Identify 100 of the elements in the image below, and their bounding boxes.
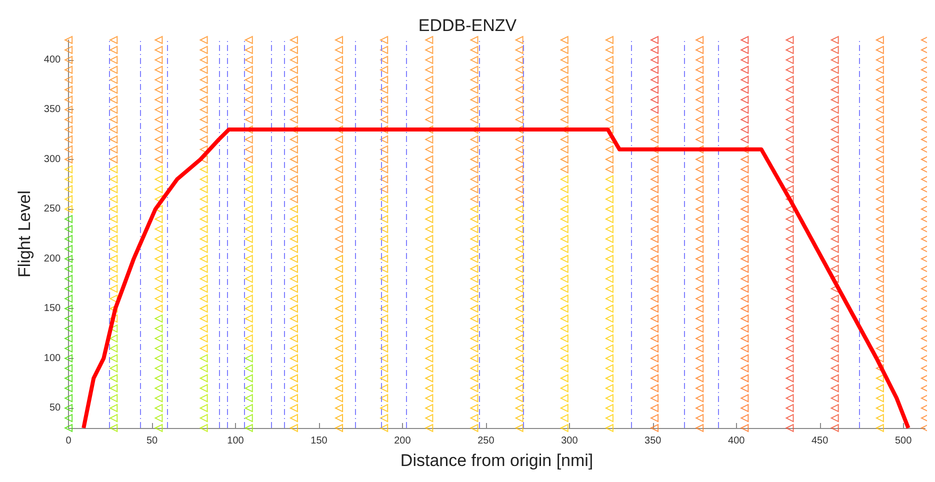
point bbox=[921, 244, 927, 253]
point bbox=[650, 394, 659, 402]
point bbox=[876, 414, 884, 422]
point bbox=[921, 135, 927, 144]
point bbox=[696, 66, 704, 74]
point bbox=[380, 175, 388, 184]
point bbox=[560, 175, 568, 184]
point bbox=[470, 66, 478, 74]
point bbox=[425, 225, 434, 234]
point bbox=[290, 384, 298, 392]
point bbox=[290, 155, 298, 164]
point bbox=[335, 225, 344, 234]
point bbox=[64, 215, 73, 224]
point bbox=[200, 106, 208, 114]
point bbox=[470, 314, 478, 323]
point bbox=[650, 36, 659, 44]
point bbox=[650, 135, 659, 144]
point bbox=[650, 344, 659, 352]
point bbox=[560, 374, 568, 382]
point bbox=[200, 225, 208, 234]
point bbox=[154, 364, 163, 372]
point bbox=[335, 56, 344, 64]
point bbox=[921, 394, 927, 402]
point bbox=[290, 215, 298, 224]
point bbox=[740, 155, 749, 164]
point bbox=[830, 195, 839, 204]
point bbox=[650, 284, 659, 293]
point bbox=[335, 274, 344, 283]
point bbox=[786, 96, 794, 104]
point bbox=[876, 116, 884, 124]
point bbox=[696, 364, 704, 372]
point bbox=[154, 414, 163, 422]
point bbox=[425, 404, 434, 412]
point bbox=[154, 225, 163, 234]
point bbox=[110, 394, 118, 402]
point bbox=[515, 205, 524, 214]
y-tick-label: 100 bbox=[44, 352, 62, 364]
point bbox=[515, 185, 524, 194]
point bbox=[696, 46, 704, 54]
point bbox=[335, 244, 344, 253]
point bbox=[876, 334, 884, 342]
point bbox=[335, 215, 344, 224]
point bbox=[335, 314, 344, 323]
point bbox=[470, 244, 478, 253]
point bbox=[380, 374, 388, 382]
point bbox=[425, 394, 434, 402]
point bbox=[64, 264, 73, 273]
point bbox=[425, 304, 434, 313]
point bbox=[335, 374, 344, 382]
point bbox=[560, 145, 568, 154]
point bbox=[560, 404, 568, 412]
point bbox=[380, 86, 388, 94]
point bbox=[696, 165, 704, 174]
point bbox=[200, 264, 208, 273]
point bbox=[786, 314, 794, 323]
point bbox=[154, 284, 163, 293]
point bbox=[740, 254, 749, 263]
point bbox=[380, 394, 388, 402]
point bbox=[740, 225, 749, 234]
point bbox=[470, 344, 478, 352]
point bbox=[290, 56, 298, 64]
point bbox=[740, 344, 749, 352]
point bbox=[110, 264, 118, 273]
point bbox=[470, 424, 478, 432]
point bbox=[154, 404, 163, 412]
point bbox=[290, 76, 298, 84]
point bbox=[380, 294, 388, 303]
point bbox=[650, 225, 659, 234]
point bbox=[786, 155, 794, 164]
point bbox=[830, 374, 839, 382]
point bbox=[335, 394, 344, 402]
point bbox=[154, 244, 163, 253]
point bbox=[696, 244, 704, 253]
point bbox=[605, 424, 614, 432]
point bbox=[244, 374, 253, 382]
point bbox=[290, 314, 298, 323]
point bbox=[200, 384, 208, 392]
point bbox=[876, 424, 884, 432]
point bbox=[740, 334, 749, 342]
point bbox=[740, 244, 749, 253]
point bbox=[470, 195, 478, 204]
x-tick-label: 300 bbox=[561, 436, 578, 446]
point bbox=[696, 205, 704, 214]
point bbox=[154, 86, 163, 94]
point bbox=[110, 175, 118, 184]
point bbox=[830, 414, 839, 422]
point bbox=[696, 96, 704, 104]
point bbox=[786, 404, 794, 412]
point bbox=[696, 195, 704, 204]
point bbox=[425, 205, 434, 214]
point bbox=[335, 264, 344, 273]
point bbox=[244, 294, 253, 303]
point bbox=[110, 344, 118, 352]
point bbox=[830, 254, 839, 263]
point bbox=[786, 185, 794, 194]
point bbox=[786, 215, 794, 224]
point bbox=[830, 66, 839, 74]
point bbox=[200, 195, 208, 204]
point bbox=[515, 414, 524, 422]
point bbox=[470, 46, 478, 54]
